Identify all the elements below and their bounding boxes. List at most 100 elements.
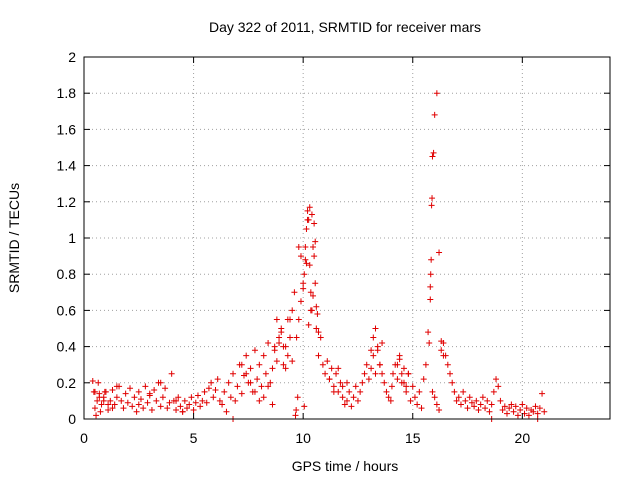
data-point <box>164 405 171 412</box>
data-point <box>398 370 405 377</box>
y-tick-label: 1.4 <box>57 158 77 174</box>
data-point <box>457 401 464 408</box>
data-point <box>135 388 142 395</box>
y-tick-label: 1.8 <box>57 85 77 101</box>
data-point <box>420 376 427 383</box>
data-point <box>95 379 102 386</box>
data-point <box>291 289 298 296</box>
data-point <box>260 394 267 401</box>
data-point <box>166 399 173 406</box>
data-point <box>208 379 215 386</box>
data-point <box>501 403 508 410</box>
data-point <box>175 394 182 401</box>
data-point <box>199 397 206 404</box>
data-point <box>124 399 131 406</box>
data-point <box>490 388 497 395</box>
x-tick-labels: 0 5 10 15 20 <box>80 430 530 446</box>
data-point <box>352 383 359 390</box>
data-point <box>337 379 344 386</box>
data-point <box>315 352 322 359</box>
data-point <box>260 352 267 359</box>
data-point <box>306 204 313 211</box>
data-point <box>475 406 482 413</box>
data-point <box>339 394 346 401</box>
data-point <box>295 244 302 251</box>
data-point <box>267 379 274 386</box>
data-point <box>453 397 460 404</box>
data-point <box>449 379 456 386</box>
data-point <box>137 396 144 403</box>
data-point <box>370 334 377 341</box>
data-point <box>348 403 355 410</box>
data-point <box>153 397 160 404</box>
data-point <box>297 253 304 260</box>
data-point <box>326 376 333 383</box>
data-point <box>289 358 296 365</box>
data-point <box>311 253 318 260</box>
data-point <box>429 195 436 202</box>
data-point <box>201 388 208 395</box>
data-point <box>350 394 357 401</box>
data-point <box>308 211 315 218</box>
y-tick-label: 2 <box>68 49 76 65</box>
data-point <box>162 385 169 392</box>
data-point <box>444 361 451 368</box>
data-point <box>436 249 443 256</box>
data-point <box>530 408 537 415</box>
data-point <box>372 325 379 332</box>
data-point <box>91 388 98 395</box>
data-point <box>333 370 340 377</box>
data-point <box>341 401 348 408</box>
x-tick-label: 5 <box>190 430 198 446</box>
data-point <box>276 339 283 346</box>
data-point <box>409 383 416 390</box>
data-point <box>433 90 440 97</box>
data-point <box>466 394 473 401</box>
data-point <box>181 397 188 404</box>
data-point <box>440 352 447 359</box>
data-point <box>293 406 300 413</box>
data-point <box>251 388 258 395</box>
data-point <box>97 408 104 415</box>
data-point <box>488 401 495 408</box>
data-point <box>118 397 125 404</box>
data-point <box>113 383 120 390</box>
data-point <box>238 361 245 368</box>
data-point <box>379 370 386 377</box>
data-point <box>388 383 395 390</box>
data-point <box>214 376 221 383</box>
data-point <box>374 347 381 354</box>
data-point <box>223 408 230 415</box>
data-point <box>278 329 285 336</box>
data-point <box>400 379 407 386</box>
data-point <box>280 361 287 368</box>
data-point <box>301 403 308 410</box>
data-point <box>322 370 329 377</box>
data-point <box>307 307 314 314</box>
data-point <box>251 347 258 354</box>
data-point <box>256 397 263 404</box>
data-point <box>280 343 287 350</box>
data-point <box>105 406 112 413</box>
data-point <box>482 405 489 412</box>
data-point <box>317 334 324 341</box>
data-point <box>284 316 291 323</box>
data-point <box>357 388 364 395</box>
data-point <box>184 405 191 412</box>
data-point <box>310 292 317 299</box>
data-point <box>113 394 120 401</box>
data-point <box>354 397 361 404</box>
data-point <box>243 352 250 359</box>
data-point <box>135 401 142 408</box>
data-point <box>486 408 493 415</box>
data-point <box>379 339 386 346</box>
data-point <box>297 298 304 305</box>
data-point <box>107 397 114 404</box>
data-point <box>282 365 289 372</box>
data-point <box>177 403 184 410</box>
data-point <box>484 397 491 404</box>
y-tick-label: 0.4 <box>57 339 77 355</box>
data-point <box>188 394 195 401</box>
data-point <box>219 401 226 408</box>
data-point <box>400 365 407 372</box>
